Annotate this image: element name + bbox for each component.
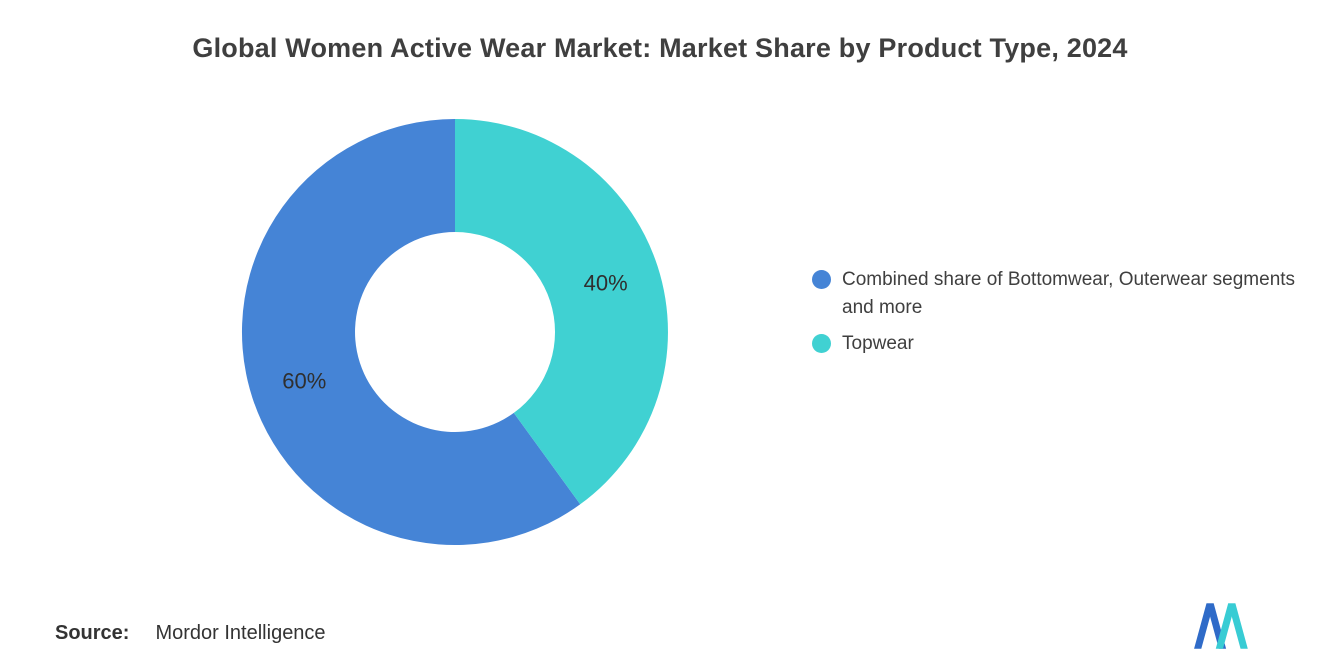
legend-label-combined: Combined share of Bottomwear, Outerwear … — [842, 269, 1296, 318]
source-label: Source: — [55, 622, 130, 644]
mordor-intelligence-logo — [1194, 603, 1248, 649]
chart-title: Global Women Active Wear Market: Market … — [192, 33, 1128, 63]
slice-label-0: 60% — [282, 369, 326, 394]
legend-marker-topwear-icon — [812, 334, 831, 353]
source-value: Mordor Intelligence — [155, 622, 326, 644]
legend-item-topwear[interactable]: Topwear — [812, 330, 1302, 358]
source-line: Source: Mordor Intelligence — [55, 622, 326, 645]
legend-label-topwear: Topwear — [842, 333, 914, 354]
donut-slice-0[interactable] — [241, 118, 581, 546]
donut-slice-1[interactable] — [455, 119, 668, 505]
slice-label-1: 40% — [584, 271, 628, 296]
legend-marker-combined-icon — [812, 270, 831, 289]
donut-chart: 60% 40% — [241, 118, 668, 546]
legend-item-combined[interactable]: Combined share of Bottomwear, Outerwear … — [812, 266, 1302, 322]
chart-legend: Combined share of Bottomwear, Outerwear … — [812, 266, 1302, 358]
